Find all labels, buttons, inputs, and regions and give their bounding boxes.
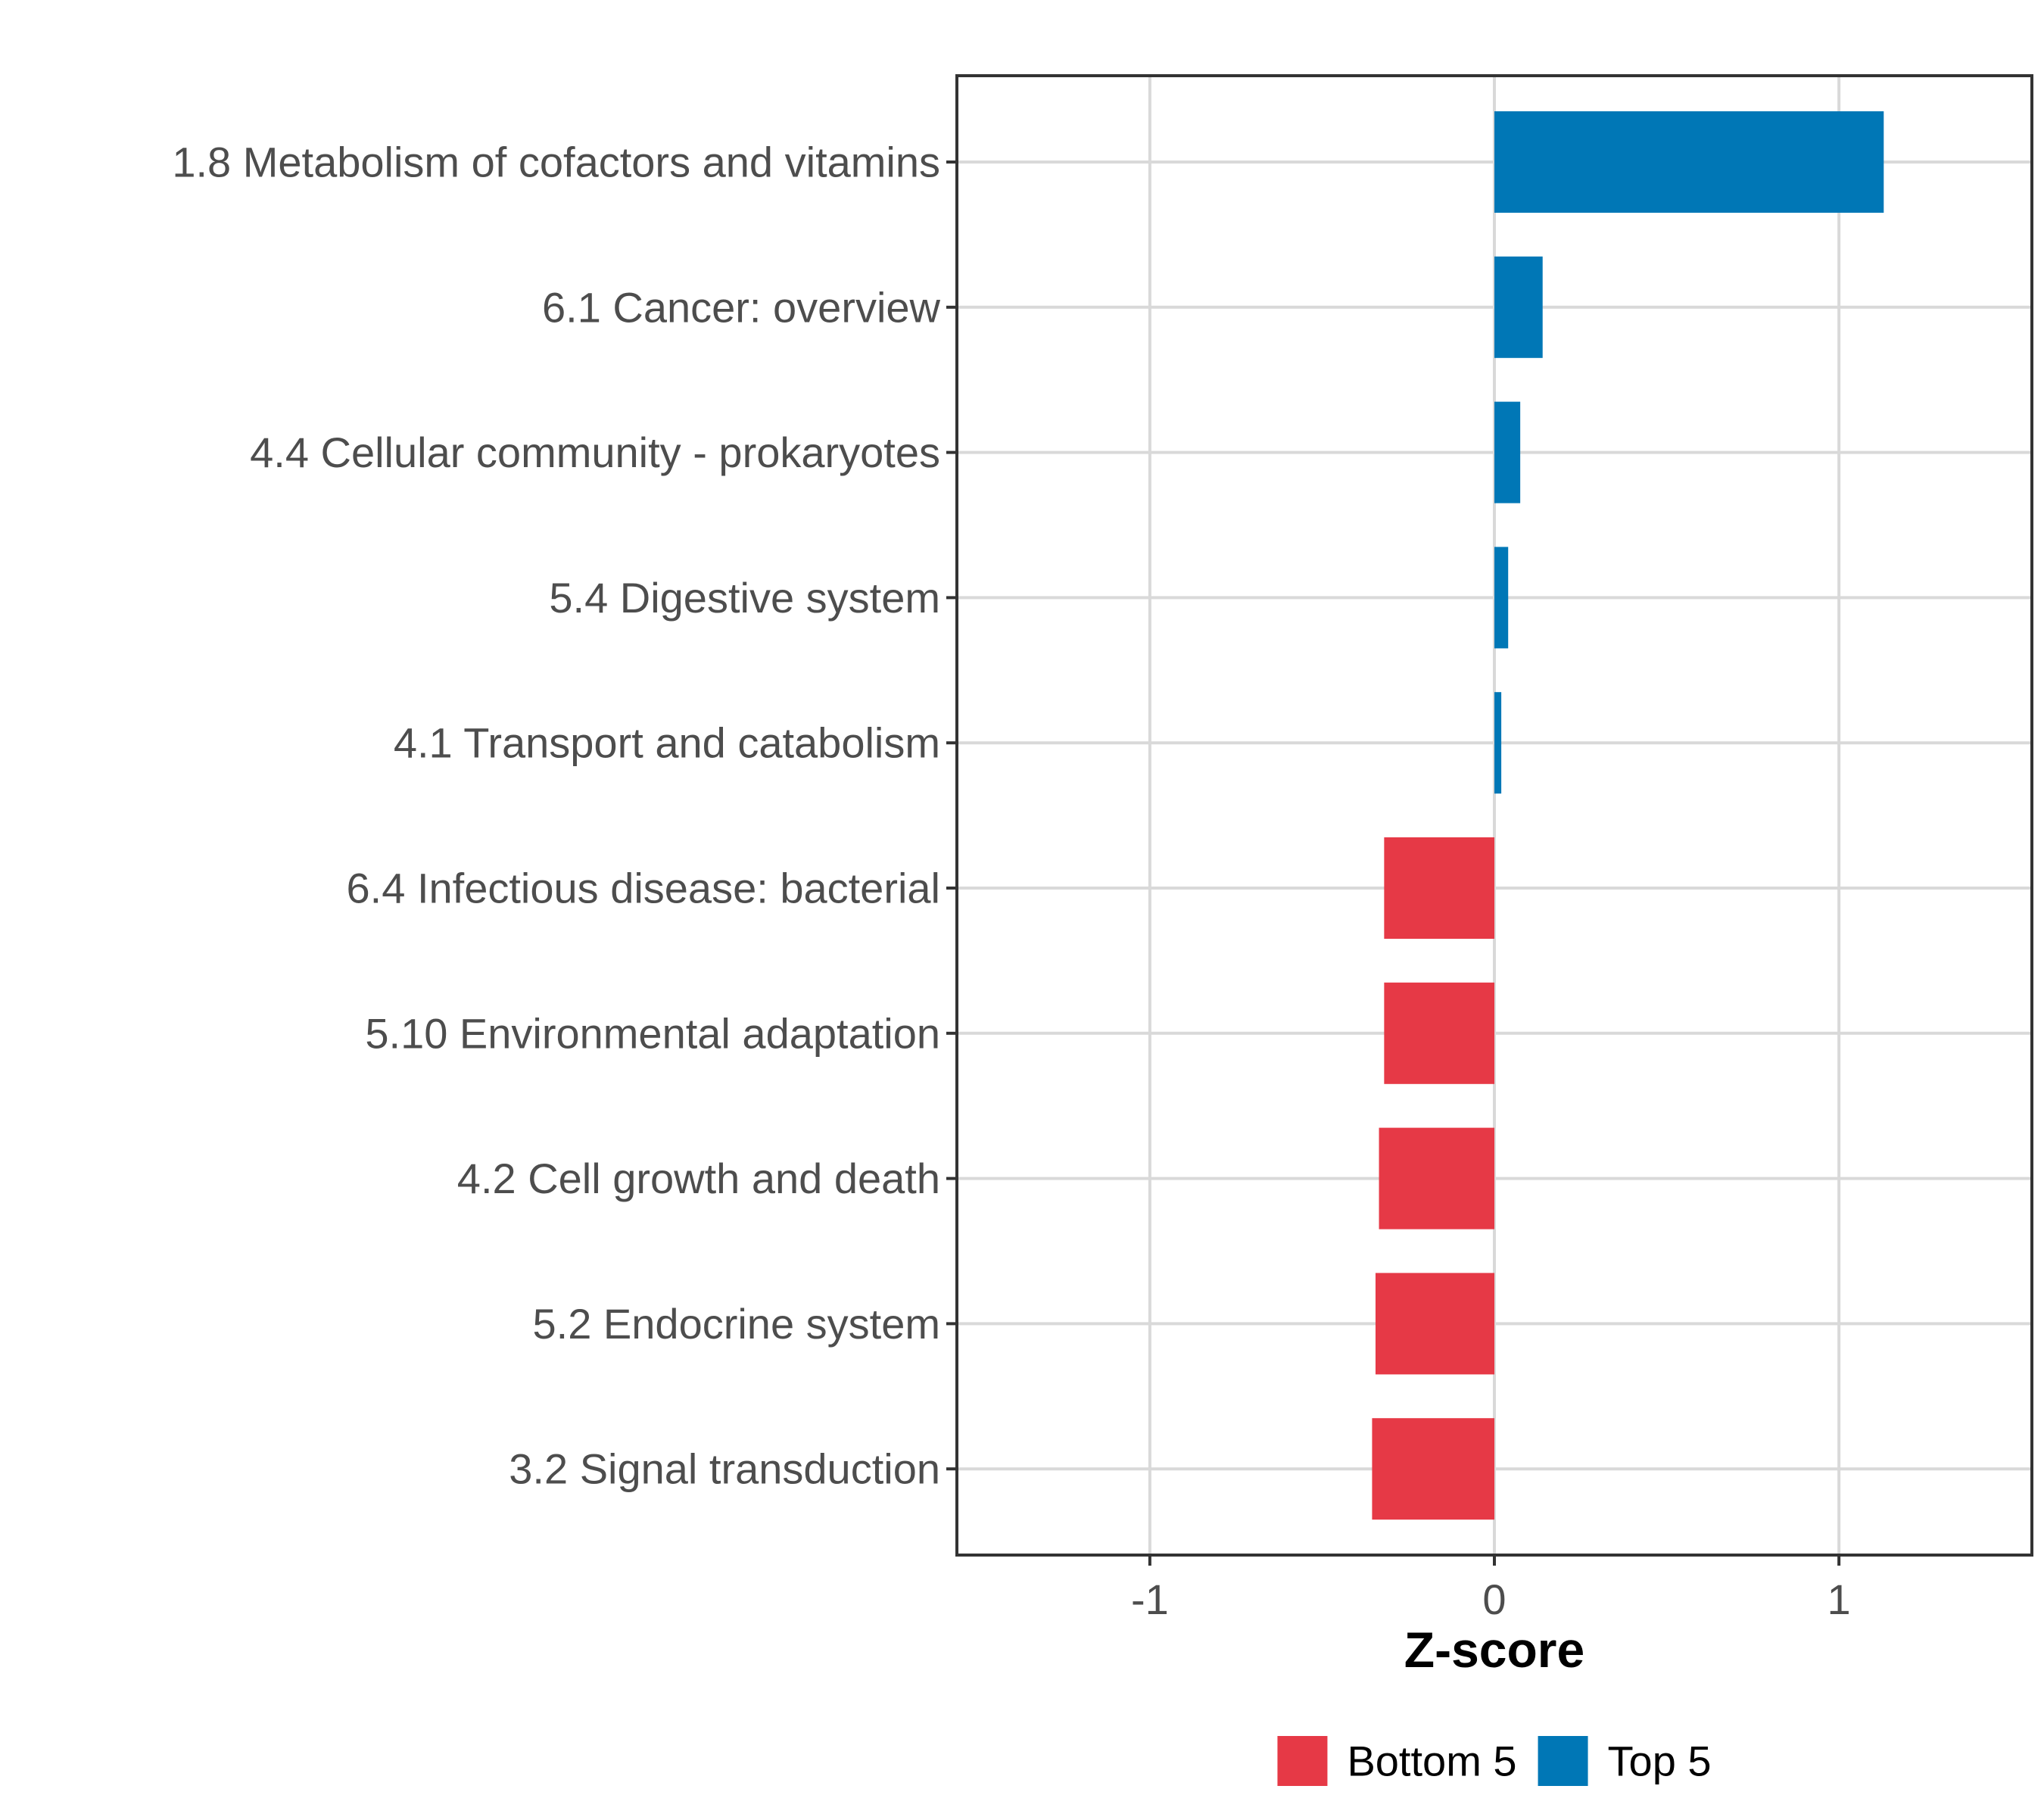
bar-6-4-infectious-disease-bacterial bbox=[1384, 837, 1494, 939]
y-tick-label-3-2-signal-transduction: 3.2 Signal transduction bbox=[509, 1445, 940, 1493]
x-axis: -1 0 1 bbox=[1131, 1555, 1851, 1623]
y-tick-label-6-4-infectious-disease-bacterial: 6.4 Infectious disease: bacterial bbox=[347, 865, 940, 912]
y-tick-label-6-1-cancer-overview: 6.1 Cancer: overview bbox=[542, 283, 941, 331]
y-tick-label-5-4-digestive-system: 5.4 Digestive system bbox=[549, 574, 940, 622]
bar-6-1-cancer-overview bbox=[1494, 256, 1543, 358]
y-tick-label-1-8-metabolism-of-cofactors-and-vitamins: 1.8 Metabolism of cofactors and vitamins bbox=[172, 139, 940, 186]
legend-key-bottom-5 bbox=[1277, 1736, 1328, 1786]
x-tick-label-1: 1 bbox=[1827, 1575, 1851, 1623]
bar-4-4-cellular-community-prokaryotes bbox=[1494, 401, 1521, 503]
bar-3-2-signal-transduction bbox=[1372, 1418, 1494, 1520]
x-tick-label-0: 0 bbox=[1482, 1575, 1506, 1623]
x-axis-title: Z-score bbox=[1404, 1622, 1584, 1678]
legend: Bottom 5 Top 5 bbox=[1277, 1736, 1712, 1786]
bar-4-2-cell-growth-and-death bbox=[1379, 1127, 1494, 1230]
y-axis: 1.8 Metabolism of cofactors and vitamins… bbox=[172, 139, 957, 1493]
y-tick-label-4-2-cell-growth-and-death: 4.2 Cell growth and death bbox=[457, 1155, 940, 1202]
x-tick-label-1: -1 bbox=[1131, 1575, 1169, 1623]
bar-1-8-metabolism-of-cofactors-and-vitamins bbox=[1494, 111, 1884, 213]
bar-4-1-transport-and-catabolism bbox=[1494, 692, 1502, 794]
y-tick-label-4-1-transport-and-catabolism: 4.1 Transport and catabolism bbox=[394, 719, 940, 767]
y-tick-label-5-2-endocrine-system: 5.2 Endocrine system bbox=[533, 1300, 940, 1348]
y-tick-label-4-4-cellular-community-prokaryotes: 4.4 Cellular community - prokaryotes bbox=[250, 429, 940, 476]
bars bbox=[1372, 111, 1884, 1520]
legend-label-bottom-5: Bottom 5 bbox=[1347, 1738, 1516, 1785]
bar-5-2-endocrine-system bbox=[1375, 1273, 1494, 1375]
y-tick-label-5-10-environmental-adaptation: 5.10 Environmental adaptation bbox=[365, 1009, 940, 1057]
bar-5-4-digestive-system bbox=[1494, 547, 1509, 649]
legend-key-top-5 bbox=[1538, 1736, 1588, 1786]
bar-5-10-environmental-adaptation bbox=[1384, 982, 1494, 1084]
legend-label-top-5: Top 5 bbox=[1608, 1738, 1712, 1785]
